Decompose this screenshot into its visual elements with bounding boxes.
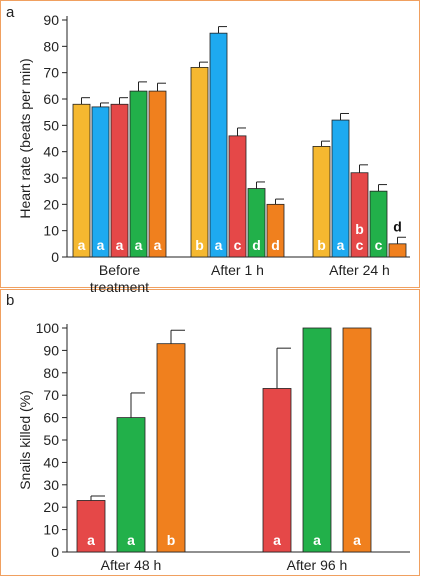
panel-b-y-tick-label: 20	[43, 499, 59, 515]
panel-b-y-tick-label: 100	[36, 320, 60, 336]
panel-b-bar-letter: a	[127, 532, 135, 548]
panel-b-y-tick-label: 70	[43, 387, 59, 403]
panel-a-bar-letter: d	[252, 237, 261, 253]
panel-a-bar-letter: d	[393, 218, 402, 234]
panel-b-y-tick-label: 0	[51, 544, 59, 560]
panel-b-y-tick-label: 80	[43, 365, 59, 381]
panel-a-bar	[148, 90, 167, 258]
panel-a-y-tick-label: 20	[43, 196, 59, 212]
panel-b-bar	[76, 500, 106, 553]
panel-a-bar-letter: a	[116, 237, 124, 253]
panel-a-bar-letter: c	[375, 237, 383, 253]
panel-b-bar-letter: b	[167, 532, 176, 548]
panel-b-y-tick-label: 40	[43, 454, 59, 470]
panel-b-y-tick-label: 50	[43, 432, 59, 448]
panel-b-x-tick-label: After 96 h	[287, 557, 348, 573]
panel-b-y-tick-label: 30	[43, 477, 59, 493]
panel-a-x-tick-label: After 24 h	[329, 262, 390, 278]
panel-b-bar	[342, 327, 372, 553]
panel-b-y-tick-label: 10	[43, 522, 59, 538]
panel-a-x-tick-label: Before	[99, 262, 140, 278]
panel-b-bar-letter: a	[87, 532, 95, 548]
panel-b-bar	[302, 327, 332, 553]
panel-a-bar	[209, 32, 228, 258]
panel-a-bar-letter: a	[215, 237, 223, 253]
panel-b-y-tick-label: 90	[43, 342, 59, 358]
panel-a-bar-letter: a	[97, 237, 105, 253]
panel-a-y-tick-label: 50	[43, 117, 59, 133]
panel-a-y-tick-label: 10	[43, 223, 59, 239]
panel-b-letter: b	[6, 292, 14, 309]
panel-a-bar-letter: a	[337, 237, 345, 253]
panel-b-bar-letter: a	[313, 532, 321, 548]
panel-a-bar-letter: a	[78, 237, 86, 253]
panel-b-bar-letter: a	[273, 532, 281, 548]
panel-a-y-tick-label: 60	[43, 91, 59, 107]
panel-b-y-axis-title: Snails killed (%)	[17, 390, 33, 490]
panel-a-bar	[91, 106, 110, 258]
panel-a-bar-letter: b	[195, 237, 204, 253]
panel-b-y-tick-label: 60	[43, 410, 59, 426]
panel-b-bar	[116, 417, 146, 553]
panel-a-y-tick-label: 0	[51, 249, 59, 265]
panel-b-x-tick-label: After 48 h	[101, 557, 162, 573]
panel-a-bar	[129, 90, 148, 258]
panel-a-bar	[110, 103, 129, 258]
panel-a-x-tick-label: After 1 h	[211, 262, 264, 278]
panel-b-bar	[156, 343, 186, 553]
panel-a-bar-letter: a	[154, 237, 162, 253]
panel-a-bar-letter: b	[317, 237, 326, 253]
panel-a-bar-letter: d	[271, 237, 280, 253]
panel-a-y-tick-label: 40	[43, 144, 59, 160]
panel-a-frame	[0, 0, 420, 288]
panel-a-y-tick-label: 30	[43, 170, 59, 186]
panel-a-x-tick-label: treatment	[90, 279, 149, 295]
panel-a-bar	[388, 243, 407, 258]
panel-a-y-tick-label: 70	[43, 65, 59, 81]
panel-a-y-tick-label: 80	[43, 38, 59, 54]
panel-b-bar	[262, 388, 292, 553]
panel-a-bar-letter: a	[135, 237, 143, 253]
panel-a-y-axis-title: Heart rate (beats per min)	[17, 58, 33, 218]
panel-a-bar-letter: c	[234, 237, 242, 253]
panel-b-bar-letter: a	[353, 532, 361, 548]
panel-a-y-tick-label: 90	[43, 12, 59, 28]
panel-b-frame	[0, 289, 420, 576]
panel-a-bar	[190, 67, 209, 258]
panel-a-letter: a	[6, 4, 15, 21]
panel-a-bar-letter: c	[356, 237, 364, 253]
panel-a-bar	[72, 103, 91, 258]
panel-a-bar-letter: b	[355, 221, 364, 237]
